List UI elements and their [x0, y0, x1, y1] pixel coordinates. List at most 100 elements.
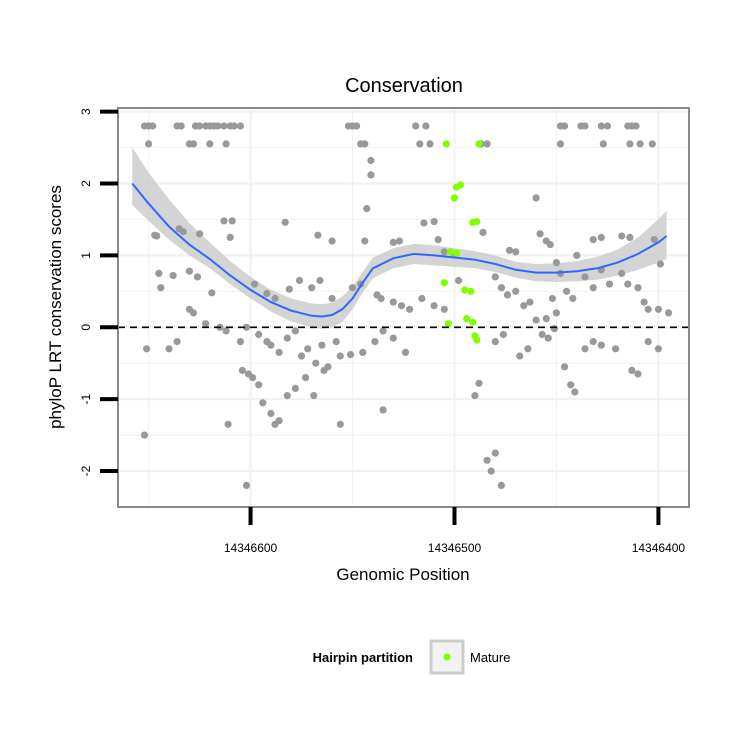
data-point — [416, 140, 424, 148]
data-point — [401, 348, 410, 356]
mature-point — [463, 315, 471, 323]
data-point — [285, 285, 293, 293]
data-point — [644, 338, 652, 346]
data-point — [455, 276, 463, 285]
data-point — [173, 338, 181, 346]
data-point — [581, 273, 589, 281]
data-point — [308, 284, 316, 292]
data-point — [367, 171, 375, 179]
data-point — [418, 294, 426, 303]
data-point — [491, 338, 499, 346]
data-point — [328, 237, 336, 245]
x-tick-label: 14346600 — [224, 541, 278, 555]
data-point — [196, 230, 204, 238]
data-point — [361, 237, 369, 245]
data-point — [524, 345, 532, 353]
data-point — [379, 406, 387, 414]
data-point — [259, 399, 267, 407]
data-point — [561, 363, 569, 371]
y-tick-label: -1 — [79, 394, 93, 405]
data-point — [165, 345, 173, 353]
data-point — [589, 338, 597, 346]
data-point — [251, 280, 259, 288]
data-point — [538, 330, 546, 339]
data-point — [532, 316, 540, 324]
data-point — [479, 228, 487, 236]
legend-label-mature: Mature — [470, 650, 510, 665]
mature-point — [467, 287, 475, 295]
data-point — [206, 140, 214, 148]
data-point — [214, 122, 222, 130]
data-point — [220, 122, 228, 130]
data-point — [654, 305, 663, 313]
data-point — [361, 140, 369, 148]
chart-title: Conservation — [345, 75, 463, 97]
mature-point — [473, 336, 481, 344]
data-point — [238, 366, 246, 374]
legend-key-mature — [443, 653, 451, 661]
data-point — [597, 122, 605, 130]
y-tick-label: 1 — [79, 252, 93, 259]
data-point — [236, 122, 244, 130]
data-point — [589, 284, 597, 292]
data-point — [196, 122, 204, 130]
points-layer — [140, 122, 673, 489]
data-point — [316, 276, 324, 285]
data-point — [648, 140, 656, 148]
data-point — [475, 379, 483, 387]
data-point — [157, 284, 165, 292]
smooth-line-layer — [131, 182, 668, 318]
data-point — [267, 409, 275, 418]
data-point — [226, 233, 234, 241]
axes-layer: -2 -1 0 1 2 3 14346600 14346500 14346400 — [79, 107, 690, 555]
data-point — [581, 345, 589, 353]
data-point — [571, 388, 579, 396]
mature-point — [469, 318, 477, 326]
data-point — [281, 218, 289, 226]
data-point — [654, 345, 663, 353]
data-point — [228, 217, 236, 225]
data-point — [665, 309, 673, 317]
legend-title: Hairpin partition — [313, 650, 413, 665]
data-point — [222, 327, 230, 335]
data-point — [569, 294, 577, 303]
data-point — [314, 231, 322, 239]
data-point — [546, 241, 554, 249]
data-point — [336, 352, 344, 360]
data-point — [599, 140, 607, 148]
data-point — [255, 381, 263, 389]
data-point — [297, 352, 306, 360]
data-point — [597, 233, 605, 241]
data-point — [556, 140, 565, 148]
mature-point — [446, 248, 454, 256]
data-point — [242, 481, 251, 489]
mature-point — [442, 140, 450, 148]
data-point — [397, 302, 406, 310]
data-point — [202, 320, 210, 328]
data-point — [499, 330, 507, 339]
data-point — [224, 420, 232, 428]
data-point — [567, 381, 575, 389]
data-point — [503, 291, 512, 299]
data-point — [440, 248, 448, 256]
data-point — [312, 359, 320, 367]
data-point — [552, 259, 561, 267]
data-point — [220, 217, 228, 225]
data-point — [471, 392, 479, 400]
mature-point — [469, 218, 477, 226]
data-point — [389, 334, 397, 342]
y-tick-label: -2 — [79, 465, 93, 476]
data-point — [561, 122, 569, 130]
data-point — [618, 232, 626, 240]
y-tick-label: 0 — [79, 324, 93, 331]
data-point — [263, 289, 271, 298]
data-point — [426, 140, 434, 148]
data-point — [302, 374, 310, 382]
data-point — [636, 140, 644, 148]
data-point — [359, 348, 367, 356]
data-point — [526, 298, 534, 306]
data-point — [656, 260, 665, 268]
data-point — [634, 284, 642, 292]
data-point — [505, 246, 514, 254]
